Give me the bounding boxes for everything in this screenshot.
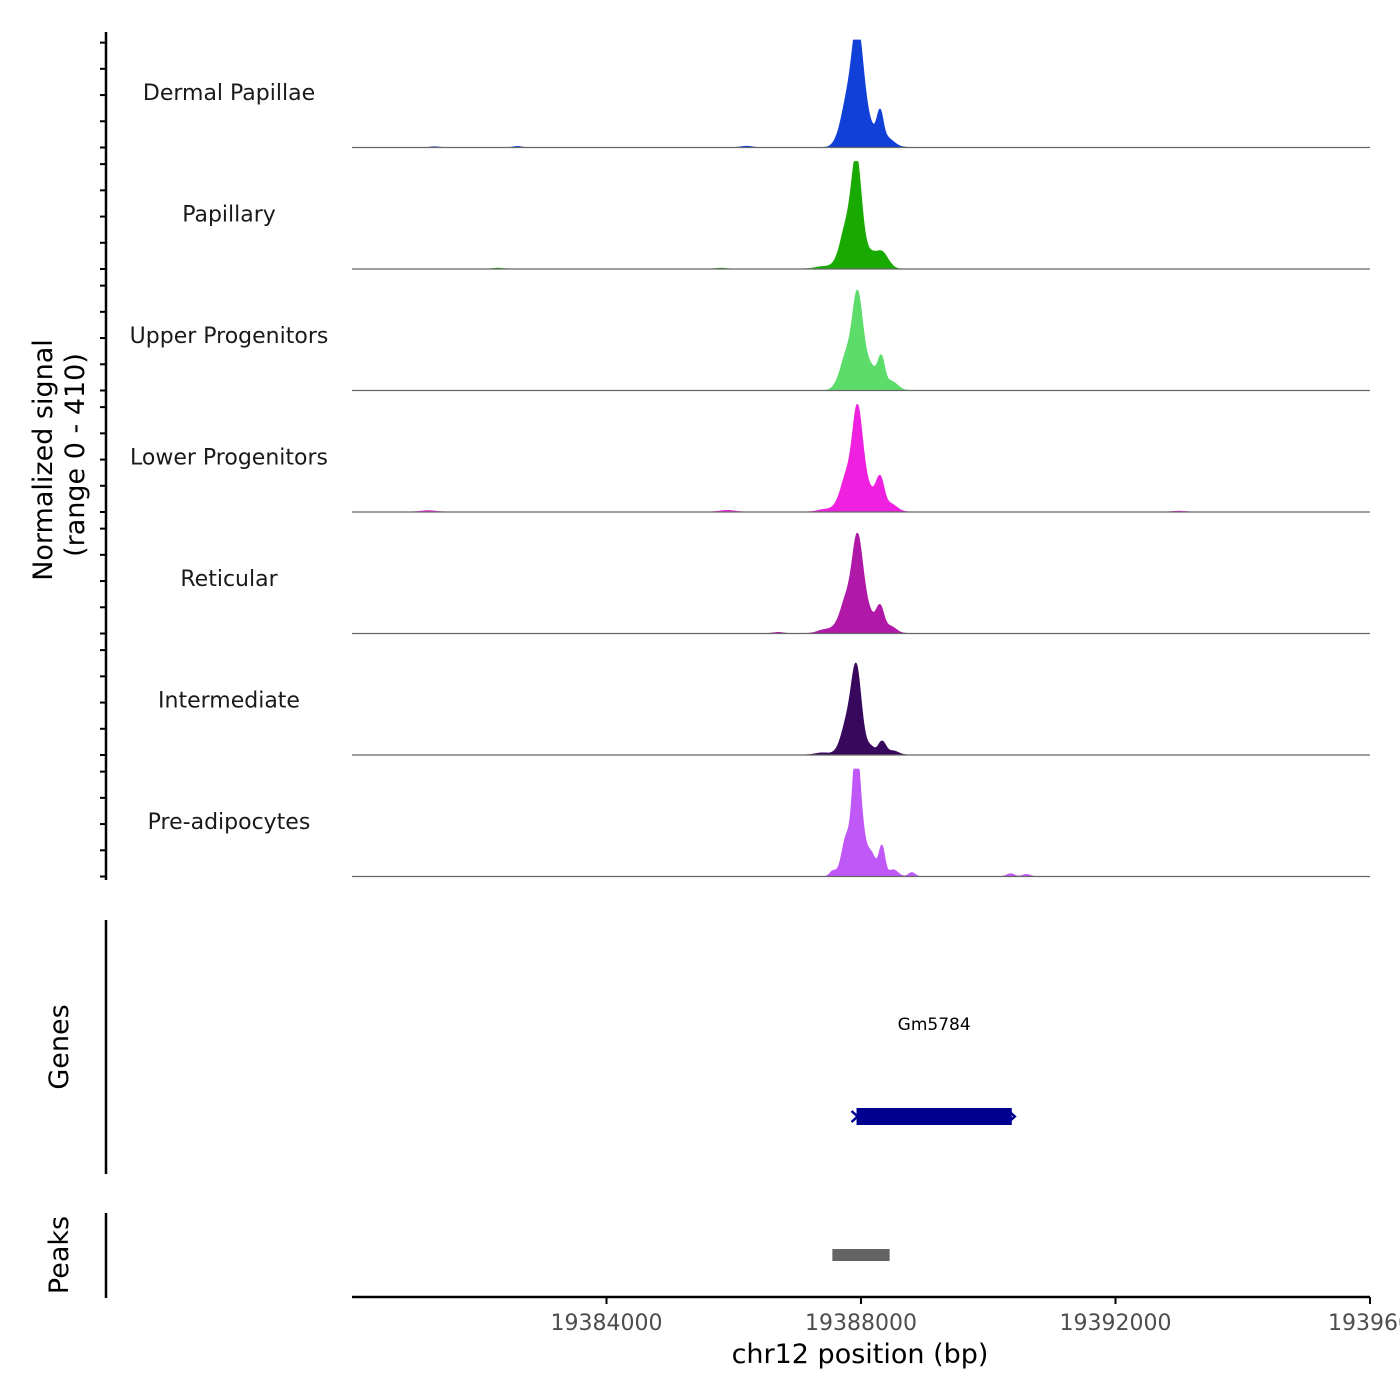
peak-regions [832, 1249, 890, 1261]
peak-region [832, 1249, 890, 1261]
track-lower-progenitors: Lower Progenitors [130, 404, 1370, 513]
track-intermediate: Intermediate [158, 662, 1370, 756]
signal-y-axis [100, 32, 108, 880]
genes-axis-title: Genes [44, 1004, 75, 1089]
x-tick-label: 193960 [1328, 1311, 1400, 1336]
signal-area [352, 404, 1370, 513]
track-label: Reticular [180, 567, 278, 592]
x-axis: 19384000 19388000 19392000 193960 [352, 1295, 1400, 1336]
x-axis-title: chr12 position (bp) [732, 1339, 989, 1370]
gene-gm5784: Gm5784 [850, 1015, 1017, 1125]
coverage-tracks: Dermal Papillae Papillary Upper Progenitor… [130, 39, 1370, 878]
strand-arrow [1007, 1110, 1017, 1123]
signal-y-axis-ticks [100, 41, 106, 878]
gene-annotations: Gm5784 [850, 1015, 1017, 1125]
track-label: Papillary [182, 203, 276, 228]
peaks-axis-title: Peaks [44, 1216, 75, 1294]
x-tick-label: 19392000 [1060, 1311, 1172, 1336]
track-label: Dermal Papillae [143, 81, 315, 106]
strand-arrow [850, 1110, 860, 1123]
y-axis-range: (range 0 - 410) [60, 353, 91, 557]
track-reticular: Reticular [180, 532, 1370, 635]
signal-area [352, 532, 1370, 634]
signal-area [352, 161, 1370, 270]
gene-label: Gm5784 [898, 1015, 971, 1035]
peaks-panel: Peaks [44, 1213, 890, 1298]
track-upper-progenitors: Upper Progenitors [130, 289, 1370, 392]
track-dermal-papillae: Dermal Papillae [143, 39, 1370, 149]
signal-area [352, 39, 1370, 148]
track-label: Upper Progenitors [130, 324, 329, 349]
track-label: Pre-adipocytes [148, 810, 311, 835]
track-label: Lower Progenitors [130, 446, 328, 471]
track-label: Intermediate [158, 689, 300, 714]
genes-panel: Genes Gm5784 [44, 920, 1017, 1174]
x-axis-ticks: 19384000 19388000 19392000 193960 [551, 1297, 1400, 1336]
y-axis-title: Normalized signal [28, 339, 59, 581]
signal-area [352, 662, 1370, 756]
track-pre-adipocytes: Pre-adipocytes [148, 768, 1370, 878]
gene-body [856, 1108, 1012, 1125]
track-papillary: Papillary [182, 161, 1370, 270]
x-tick-label: 19388000 [805, 1311, 917, 1336]
signal-area [352, 768, 1370, 877]
signal-area [352, 289, 1370, 391]
x-tick-label: 19384000 [551, 1311, 663, 1336]
